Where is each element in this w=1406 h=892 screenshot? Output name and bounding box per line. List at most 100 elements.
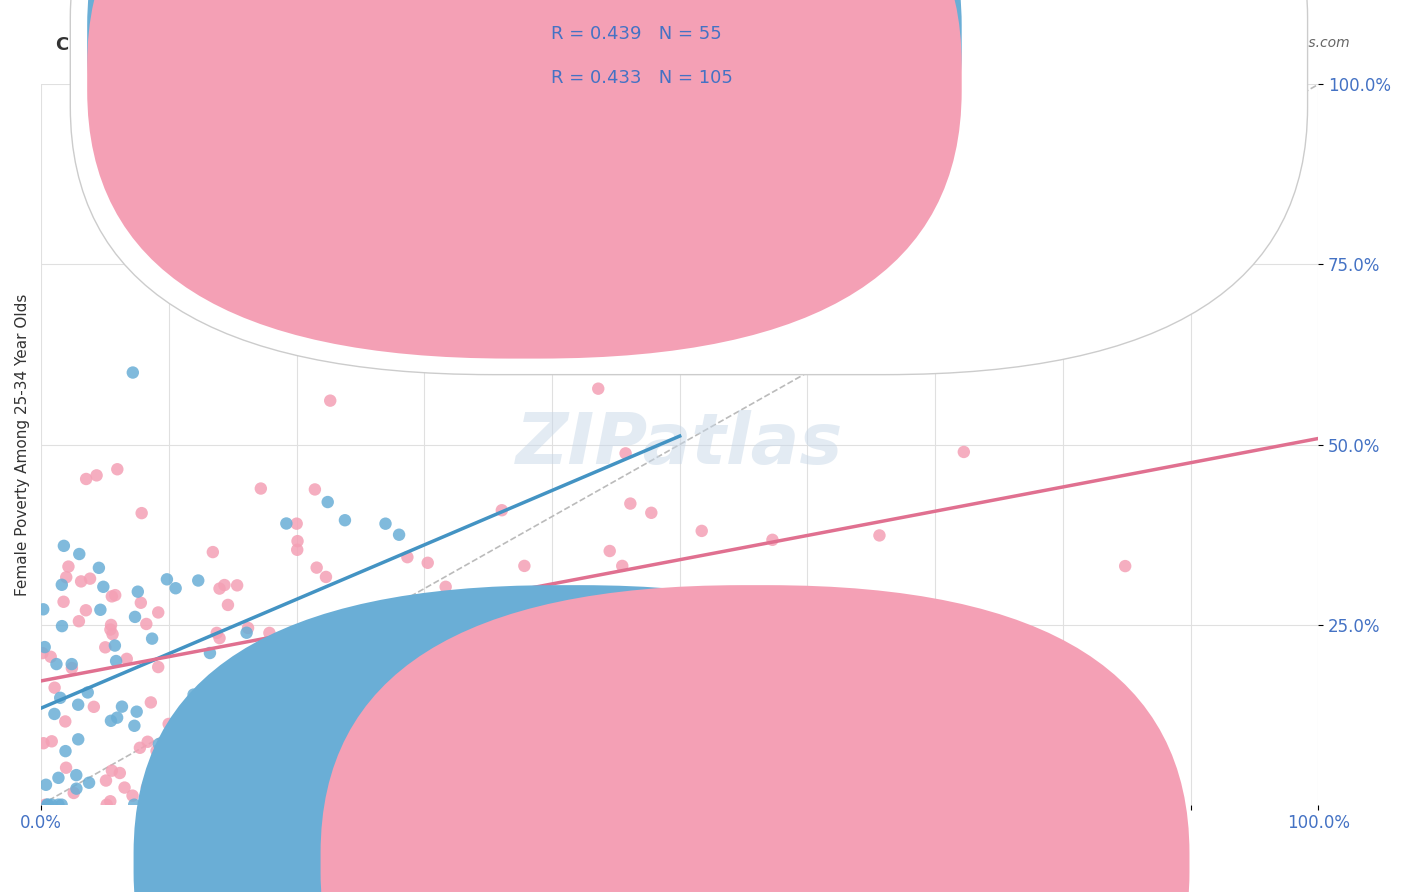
Cherokee bbox=[94, 640, 117, 655]
Cherokee bbox=[104, 588, 127, 602]
Cherokee bbox=[83, 699, 105, 714]
Cherokee bbox=[640, 506, 662, 520]
Cherokee bbox=[236, 621, 259, 635]
Cherokee bbox=[285, 542, 308, 557]
Croatians bbox=[34, 640, 56, 654]
Cherokee bbox=[599, 544, 621, 558]
Cherokee bbox=[55, 570, 77, 584]
Croatians bbox=[52, 539, 75, 553]
Cherokee bbox=[381, 743, 404, 757]
Cherokee bbox=[157, 717, 180, 731]
Croatians bbox=[67, 732, 90, 747]
Cherokee bbox=[94, 773, 117, 788]
Cherokee bbox=[75, 603, 97, 617]
Croatians bbox=[87, 561, 110, 575]
Croatians bbox=[51, 797, 73, 812]
Cherokee bbox=[105, 462, 128, 476]
Croatians bbox=[316, 495, 339, 509]
Cherokee bbox=[129, 740, 152, 755]
Cherokee bbox=[222, 706, 245, 721]
Cherokee bbox=[868, 528, 890, 542]
Cherokee bbox=[298, 667, 321, 681]
Croatians bbox=[44, 706, 66, 721]
Cherokee bbox=[612, 558, 634, 573]
Cherokee bbox=[347, 636, 370, 650]
Cherokee bbox=[270, 717, 292, 731]
Croatians bbox=[48, 771, 70, 785]
Text: □  Cherokee: □ Cherokee bbox=[731, 854, 828, 868]
Cherokee bbox=[287, 534, 309, 549]
Cherokee bbox=[121, 789, 143, 803]
Cherokee bbox=[205, 626, 228, 640]
Cherokee bbox=[100, 618, 122, 632]
Croatians bbox=[374, 516, 396, 531]
Croatians bbox=[183, 688, 205, 702]
Cherokee bbox=[340, 621, 363, 635]
Y-axis label: Female Poverty Among 25-34 Year Olds: Female Poverty Among 25-34 Year Olds bbox=[15, 293, 30, 596]
Cherokee bbox=[115, 652, 138, 666]
Cherokee bbox=[690, 524, 713, 538]
Croatians bbox=[37, 797, 59, 812]
Cherokee bbox=[315, 570, 337, 584]
Cherokee bbox=[75, 472, 97, 486]
Croatians bbox=[105, 654, 128, 668]
Croatians bbox=[60, 657, 83, 672]
Cherokee bbox=[614, 446, 637, 460]
Croatians bbox=[45, 657, 67, 671]
Croatians bbox=[141, 632, 163, 646]
Cherokee bbox=[299, 797, 322, 812]
Cherokee bbox=[96, 797, 118, 812]
Cherokee bbox=[208, 631, 231, 645]
Cherokee bbox=[610, 611, 633, 625]
Croatians bbox=[148, 737, 170, 751]
Cherokee bbox=[434, 580, 457, 594]
Croatians bbox=[212, 665, 235, 679]
Croatians bbox=[125, 705, 148, 719]
Cherokee bbox=[259, 626, 281, 640]
Croatians bbox=[48, 797, 70, 812]
Text: Source: ZipAtlas.com: Source: ZipAtlas.com bbox=[1202, 36, 1350, 50]
Cherokee bbox=[148, 660, 170, 674]
Cherokee bbox=[513, 558, 536, 573]
Cherokee bbox=[250, 482, 273, 496]
Cherokee bbox=[101, 590, 124, 604]
Cherokee bbox=[416, 556, 439, 570]
Cherokee bbox=[586, 382, 609, 396]
Cherokee bbox=[86, 468, 108, 483]
Cherokee bbox=[41, 734, 63, 748]
Cherokee bbox=[34, 797, 56, 812]
Croatians bbox=[111, 699, 134, 714]
Croatians bbox=[187, 574, 209, 588]
Text: R = 0.433   N = 105: R = 0.433 N = 105 bbox=[551, 69, 733, 87]
Croatians bbox=[55, 744, 77, 758]
Croatians bbox=[337, 767, 360, 781]
Croatians bbox=[51, 619, 73, 633]
Cherokee bbox=[62, 786, 84, 800]
Croatians bbox=[41, 797, 63, 812]
Croatians bbox=[165, 581, 187, 595]
Cherokee bbox=[269, 780, 291, 794]
Croatians bbox=[89, 603, 111, 617]
Croatians bbox=[276, 516, 298, 531]
Cherokee bbox=[245, 777, 267, 791]
Cherokee bbox=[139, 695, 162, 709]
Cherokee bbox=[363, 293, 385, 308]
Cherokee bbox=[396, 550, 419, 565]
Cherokee bbox=[135, 780, 157, 795]
Croatians bbox=[260, 661, 283, 675]
Cherokee bbox=[44, 681, 66, 695]
Croatians bbox=[387, 626, 409, 640]
Cherokee bbox=[52, 595, 75, 609]
Croatians bbox=[104, 639, 127, 653]
Cherokee bbox=[148, 606, 170, 620]
Cherokee bbox=[294, 671, 316, 685]
Croatians bbox=[198, 646, 221, 660]
Cherokee bbox=[58, 559, 80, 574]
Cherokee bbox=[201, 545, 224, 559]
Cherokee bbox=[761, 533, 783, 547]
Croatians bbox=[91, 580, 114, 594]
Cherokee bbox=[79, 572, 101, 586]
Cherokee bbox=[70, 574, 93, 589]
Cherokee bbox=[491, 503, 513, 517]
Text: ZIPatlas: ZIPatlas bbox=[516, 410, 844, 479]
